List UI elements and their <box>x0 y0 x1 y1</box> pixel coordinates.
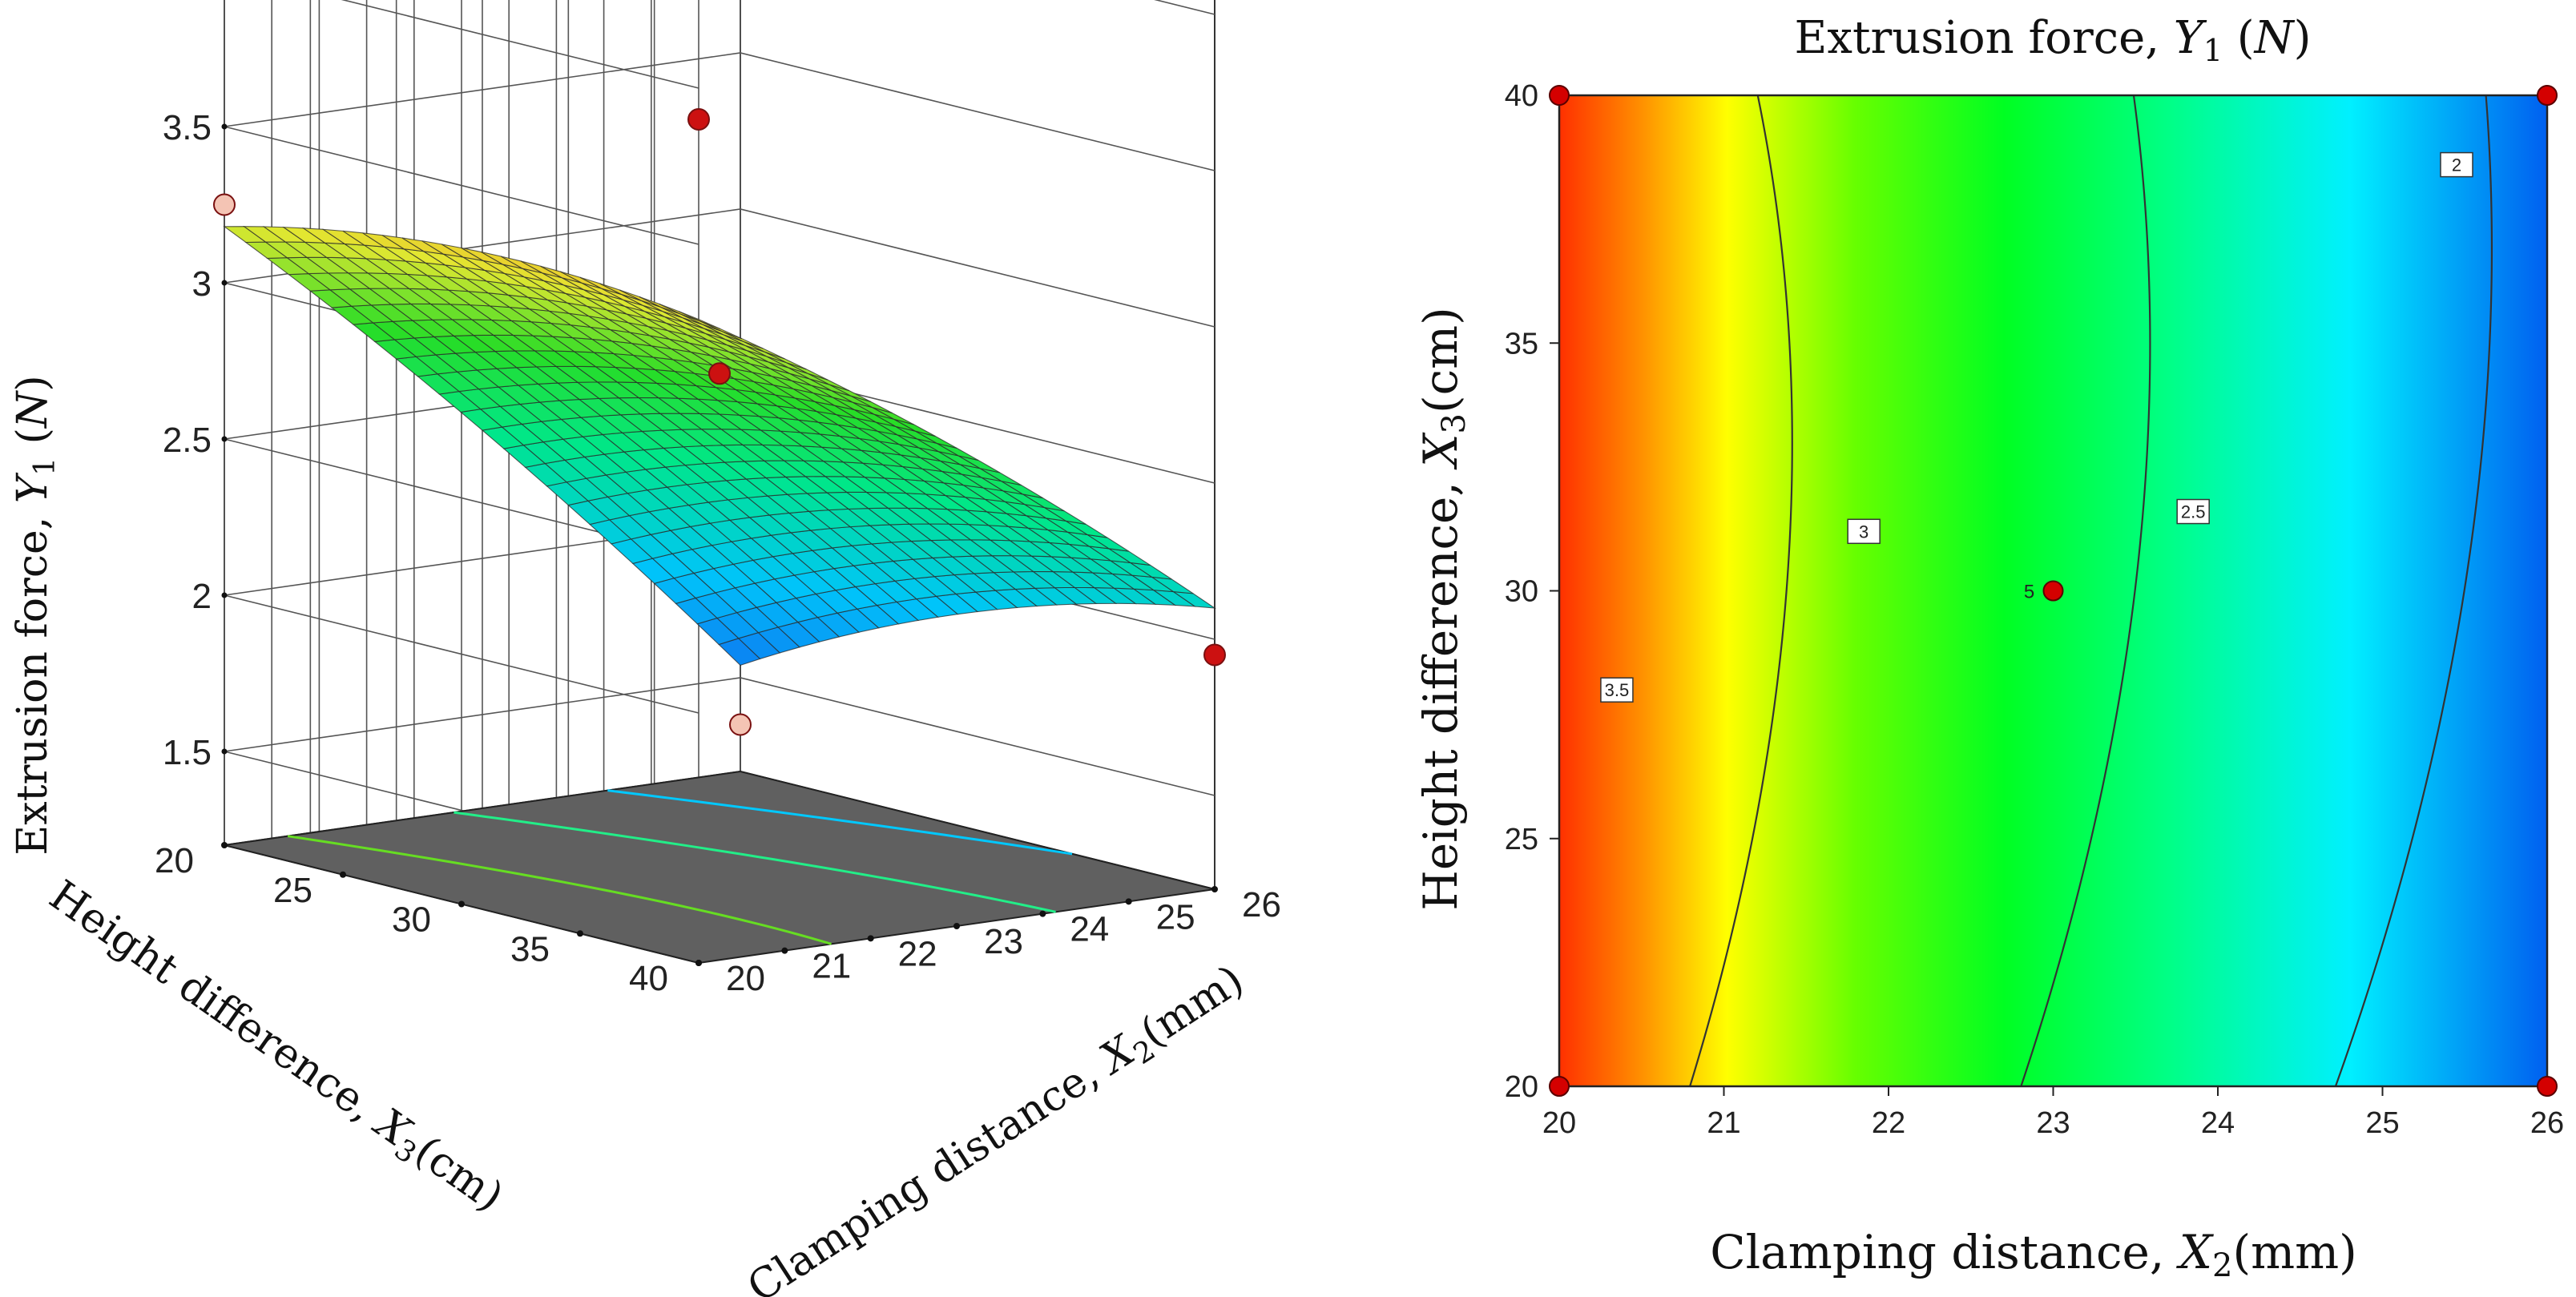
contour-label-box <box>2440 151 2473 178</box>
contour-y-tick-label-4: 40 <box>1505 79 1538 113</box>
floor-contour-2.5 <box>454 811 1056 913</box>
contour-y-tick-label-0: 20 <box>1505 1070 1538 1104</box>
surface-chart: 1.522.533.54202530354020212223242526 Ext… <box>9 0 1281 1297</box>
x-tick-mark-6 <box>1211 886 1218 892</box>
contour-design-points: 5 <box>1549 85 2558 1097</box>
surface-x-axis-label: Clamping distance, X2(mm) <box>740 956 1255 1297</box>
contour-x-tick-label-3: 23 <box>2036 1106 2070 1140</box>
y-tick-label-2: 30 <box>392 900 431 940</box>
z-tick-mark-2 <box>221 436 228 442</box>
contour-design-point-4 <box>2042 580 2064 602</box>
contour-label-text: 2.5 <box>2181 502 2206 522</box>
contour-y-tick-label-2: 30 <box>1505 575 1538 609</box>
y-tick-label-1: 25 <box>273 871 312 910</box>
contour-y-axis-label: Height difference, X3(cm) <box>1413 307 1473 910</box>
contour-x-tick-label-2: 22 <box>1872 1106 1905 1140</box>
y-tick-label-3: 35 <box>510 929 550 969</box>
x-tick-label-1: 21 <box>812 947 851 986</box>
floor-contour-3 <box>287 835 832 945</box>
contour-lines: 3.5 3 2.5 2 <box>1600 95 2493 1087</box>
contour-label-box <box>2176 498 2210 525</box>
surface-design-point-0 <box>687 108 710 131</box>
x-tick-mark-2 <box>867 935 874 942</box>
surface-z-axis-label: Extrusion force, Y1 (N) <box>9 375 62 855</box>
surface-design-points <box>213 108 1226 736</box>
x-tick-label-5: 25 <box>1156 897 1195 936</box>
x-tick-mark-5 <box>1125 898 1132 905</box>
contour-x-axis-label: Clamping distance, X2(mm) <box>1710 1225 2356 1284</box>
y-tick-label-0: 20 <box>155 841 194 880</box>
contour-label-text: 3 <box>1859 522 1869 542</box>
contour-y-tick-label-1: 25 <box>1505 823 1538 856</box>
z-tick-label-4: 3.5 <box>163 108 212 147</box>
y-tick-mark-1 <box>340 871 346 878</box>
contour-x-tick-label-1: 21 <box>1707 1106 1740 1140</box>
contour-line-2 <box>2334 95 2493 1087</box>
contour-label-3.5: 3.5 <box>1600 677 1634 703</box>
center-point-label: 5 <box>2024 582 2034 603</box>
z-tick-label-1: 2 <box>192 577 212 616</box>
z-tick-mark-4 <box>221 123 228 130</box>
x-tick-label-6: 26 <box>1242 885 1281 924</box>
x-tick-mark-0 <box>695 960 702 966</box>
y-tick-mark-2 <box>458 900 465 908</box>
contour-title: Extrusion force, Y1 (N) <box>1794 12 2311 68</box>
y-tick-mark-0 <box>221 842 228 848</box>
y-tick-label-4: 40 <box>629 959 668 998</box>
surface-design-point-4 <box>708 362 731 385</box>
surface-cell <box>679 311 721 330</box>
surface-design-point-3 <box>729 713 752 736</box>
x-tick-label-2: 22 <box>898 934 937 973</box>
z-tick-label-0: 1.5 <box>163 733 212 772</box>
floor-contour-2 <box>607 789 1073 856</box>
z-tick-label-2: 2.5 <box>163 421 212 460</box>
z-tick-mark-0 <box>221 748 228 755</box>
contour-x-tick-label-4: 24 <box>2201 1106 2235 1140</box>
y-tick-mark-3 <box>577 930 583 937</box>
contour-label-box <box>1847 518 1881 545</box>
surface-ticks: 1.522.533.54202530354020212223242526 <box>155 108 1281 998</box>
contour-line-2.5 <box>2020 95 2151 1087</box>
contour-design-point-1 <box>2537 85 2558 106</box>
contour-x-tick-label-6: 26 <box>2530 1106 2564 1140</box>
contour-label-3: 3 <box>1847 518 1881 545</box>
contour-label-text: 3.5 <box>1605 680 1630 700</box>
contour-label-2.5: 2.5 <box>2176 498 2210 525</box>
floor-contours <box>287 789 1073 945</box>
surface-y-axis-label: Height difference, X3(cm) <box>38 872 511 1226</box>
contour-chart: 3.5 3 2.5 2 20 21 22 23 24 25 26 20 25 30 35 40 5 Extr… <box>1413 12 2564 1284</box>
x-tick-label-0: 20 <box>726 959 765 998</box>
contour-line-3 <box>1689 95 1793 1087</box>
contour-design-point-3 <box>2537 1076 2558 1097</box>
contour-x-tick-label-0: 20 <box>1542 1106 1576 1140</box>
x-tick-mark-4 <box>1039 910 1046 917</box>
x-tick-label-3: 23 <box>984 922 1023 961</box>
x-tick-mark-1 <box>781 947 788 954</box>
z-tick-mark-1 <box>221 592 228 598</box>
x-tick-label-4: 24 <box>1070 910 1109 949</box>
z-tick-label-3: 3 <box>192 264 212 304</box>
contour-label-text: 2 <box>2452 155 2461 175</box>
contour-label-box <box>1600 677 1634 703</box>
surface-design-point-2 <box>1203 643 1226 667</box>
response-surface <box>223 226 1217 667</box>
surface-design-point-1 <box>213 193 236 216</box>
contour-design-point-2 <box>1549 1076 1570 1097</box>
x-tick-mark-3 <box>953 923 960 929</box>
contour-y-tick-label-3: 35 <box>1505 327 1538 361</box>
contour-label-2: 2 <box>2440 151 2473 178</box>
z-tick-mark-3 <box>221 280 228 286</box>
contour-x-tick-label-5: 25 <box>2365 1106 2399 1140</box>
contour-design-point-0 <box>1549 85 1570 106</box>
